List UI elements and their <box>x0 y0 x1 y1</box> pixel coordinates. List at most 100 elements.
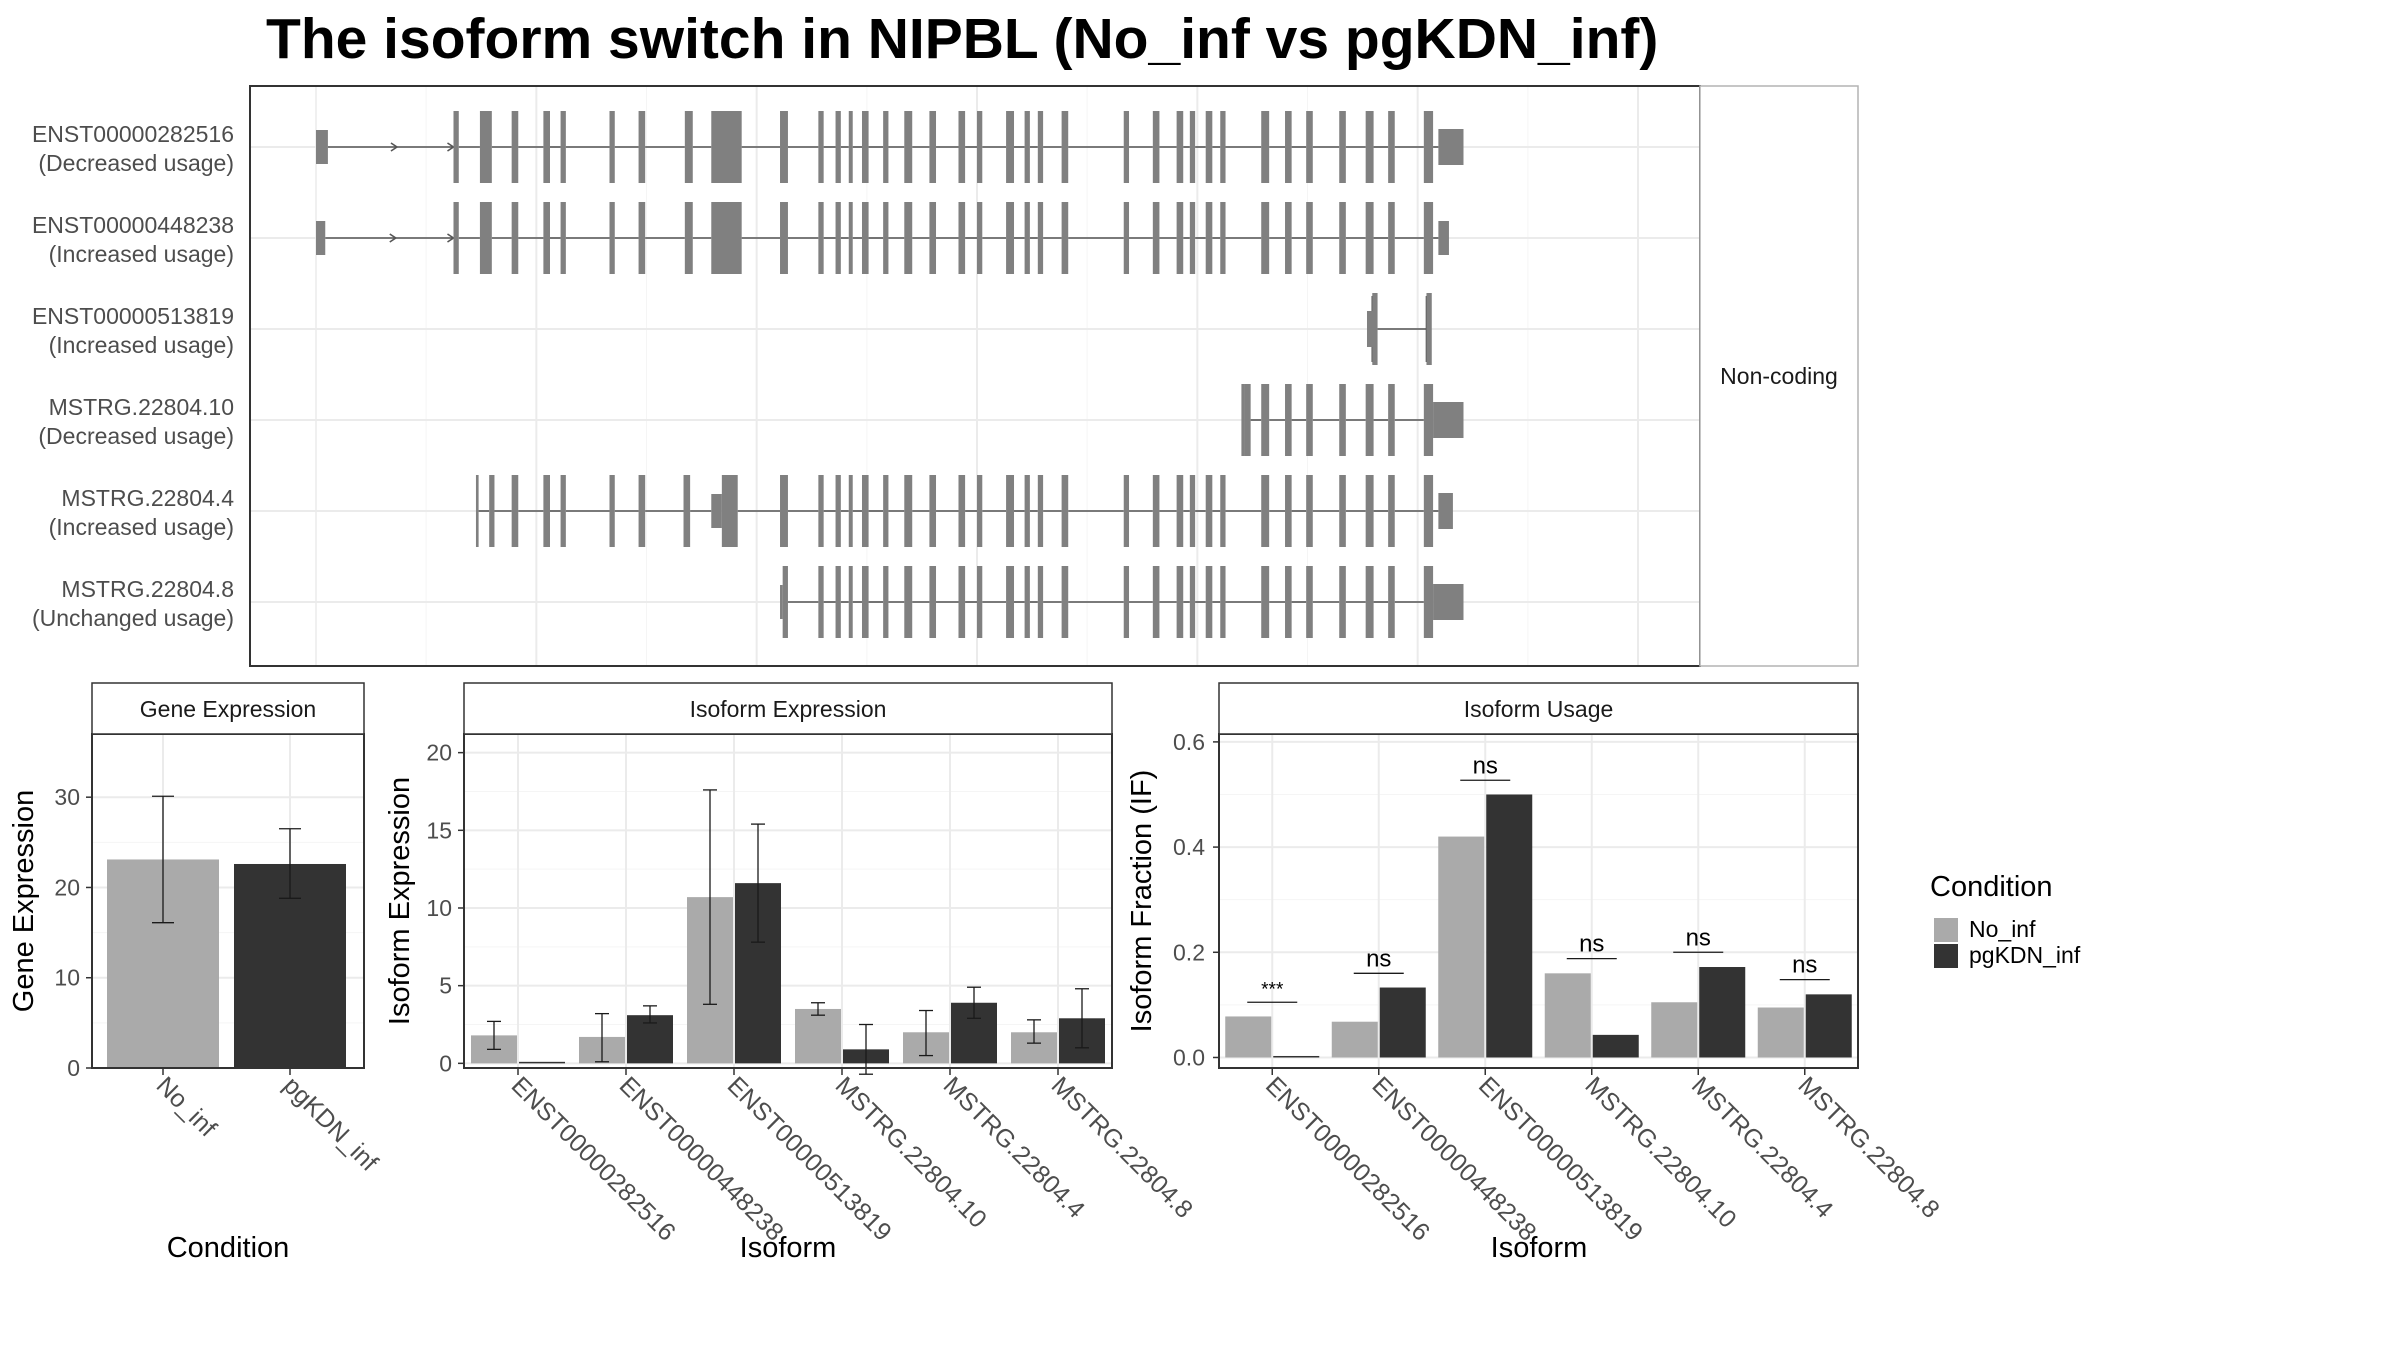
exon-block <box>861 111 869 183</box>
exon-block <box>977 202 983 274</box>
exon-block <box>543 202 550 274</box>
exon-block <box>1285 111 1292 183</box>
bar <box>1225 1016 1272 1058</box>
exon-block <box>1220 475 1226 547</box>
exon-block <box>1261 475 1270 547</box>
isoform-row-label: ENST00000448238 <box>32 212 234 238</box>
exon-block <box>1388 202 1395 274</box>
exon-block <box>1123 475 1130 547</box>
exon-block <box>1024 202 1030 274</box>
exon-block <box>1261 384 1270 456</box>
exon-block <box>1423 566 1434 638</box>
y-tick-label: 0 <box>439 1050 452 1076</box>
exon-block <box>479 111 492 183</box>
exon-block <box>316 130 328 164</box>
isoform-usage-label: (Increased usage) <box>49 241 234 267</box>
isoform-row-label: ENST00000282516 <box>32 121 234 147</box>
exon-block <box>848 475 853 547</box>
exon-block <box>1061 111 1069 183</box>
intron-direction-arrow <box>389 233 398 243</box>
exon-block <box>609 475 615 547</box>
exon-block <box>316 221 326 255</box>
exon-block <box>1426 293 1432 365</box>
bar <box>795 1008 841 1064</box>
exon-block <box>1438 493 1453 529</box>
exon-block <box>977 111 983 183</box>
panel-strip-label: Gene Expression <box>140 696 316 722</box>
exon-block <box>1339 202 1346 274</box>
exon-block <box>835 111 841 183</box>
exon-block <box>835 475 841 547</box>
exon-block <box>780 111 788 183</box>
y-tick-label: 15 <box>426 817 452 843</box>
exon-block <box>861 202 869 274</box>
panel-strip <box>1218 682 1859 735</box>
x-axis-label: Condition <box>167 1232 290 1264</box>
exon-block <box>958 566 966 638</box>
exon-block <box>1366 311 1374 347</box>
exon-block <box>1339 111 1346 183</box>
significance-label: ns <box>1579 931 1604 958</box>
x-axis-label: Isoform <box>1491 1232 1588 1264</box>
bar <box>1331 1021 1378 1058</box>
exon-block <box>883 475 889 547</box>
exon-block <box>1189 475 1196 547</box>
significance-label: ns <box>1686 924 1711 951</box>
bar <box>1592 1034 1639 1058</box>
isoform-row-label: MSTRG.22804.8 <box>61 576 234 602</box>
legend-label: pgKDN_inf <box>1969 942 2081 968</box>
exon-block <box>511 202 519 274</box>
intron-direction-arrow <box>390 142 399 152</box>
exon-block <box>1176 202 1184 274</box>
exon-block <box>929 111 937 183</box>
exon-block <box>1176 111 1184 183</box>
significance-label: ns <box>1792 952 1817 979</box>
exon-block <box>780 475 788 547</box>
y-tick-label: 20 <box>426 740 452 766</box>
exon-block <box>453 111 459 183</box>
exon-block <box>609 111 615 183</box>
isoform-usage-label: (Unchanged usage) <box>32 605 234 631</box>
bar <box>1805 994 1852 1058</box>
exon-block <box>1061 566 1069 638</box>
exon-block <box>1152 111 1160 183</box>
exon-block <box>711 202 742 274</box>
isoform-row-label: ENST00000513819 <box>32 303 234 329</box>
y-tick-label: 5 <box>439 973 452 999</box>
exon-block <box>904 111 913 183</box>
exon-block <box>1024 111 1030 183</box>
exon-block <box>1365 475 1374 547</box>
structure-panel-background <box>250 86 1700 666</box>
exon-block <box>977 475 983 547</box>
exon-block <box>475 475 479 547</box>
exon-block <box>1176 475 1184 547</box>
exon-block <box>904 566 913 638</box>
y-tick-label: 20 <box>54 874 80 900</box>
exon-block <box>1123 202 1130 274</box>
exon-block <box>560 202 566 274</box>
significance-label: ns <box>1366 945 1391 972</box>
exon-block <box>721 475 738 547</box>
exon-block <box>511 475 519 547</box>
exon-block <box>1365 566 1374 638</box>
exon-block <box>1388 384 1395 456</box>
y-tick-label: 0.6 <box>1173 729 1205 755</box>
exon-block <box>1189 202 1196 274</box>
bar <box>1757 1007 1804 1058</box>
exon-block <box>818 566 824 638</box>
exon-block <box>977 566 983 638</box>
y-tick-label: 0 <box>67 1055 80 1081</box>
exon-block <box>1205 111 1213 183</box>
panel-background <box>1219 734 1858 1068</box>
exon-block <box>684 111 693 183</box>
exon-block <box>1205 475 1213 547</box>
y-tick-label: 10 <box>426 895 452 921</box>
bar <box>1651 1002 1698 1058</box>
exon-block <box>711 111 742 183</box>
exon-block <box>818 475 824 547</box>
exon-block <box>543 475 550 547</box>
exon-block <box>1365 202 1374 274</box>
exon-block <box>1372 293 1378 365</box>
exon-block <box>479 202 492 274</box>
